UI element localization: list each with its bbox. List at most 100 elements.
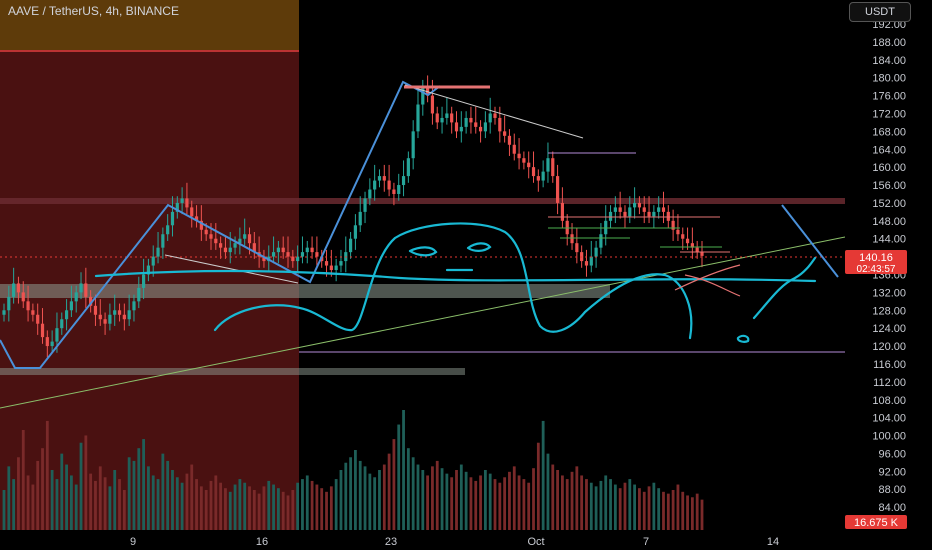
volume-bar [60, 453, 64, 530]
y-tick-label: 180.00 [872, 73, 906, 85]
volume-bar [479, 475, 482, 530]
y-tick-label: 120.00 [872, 341, 906, 353]
y-tick-label: 104.00 [872, 413, 906, 425]
candle-body [527, 162, 531, 168]
candle-body [300, 252, 305, 257]
candle-body [421, 86, 425, 105]
candle-body [681, 234, 685, 239]
volume-bar [127, 457, 131, 530]
volume-bar [310, 480, 314, 530]
volume-bar [21, 430, 25, 530]
candle-body [546, 158, 550, 172]
volume-bar [541, 420, 545, 530]
volume-bar [233, 484, 237, 530]
y-tick-label: 184.00 [872, 55, 906, 67]
candle-body [185, 198, 189, 208]
volume-bar [387, 453, 391, 530]
candle-body [642, 207, 646, 212]
candle-body [397, 185, 401, 194]
volume-bar [575, 466, 579, 530]
y-tick-label: 100.00 [872, 431, 906, 443]
volume-bar [74, 484, 78, 530]
candle-body [522, 158, 526, 163]
volume-bar [238, 479, 242, 530]
symbol-title: AAVE / TetherUS, 4h, BINANCE [8, 4, 179, 18]
candle-body [358, 211, 362, 226]
candle-body [348, 238, 353, 253]
volume-bar [26, 475, 30, 530]
y-tick-label: 112.00 [873, 377, 906, 389]
candle-body [618, 207, 622, 212]
volume-bar [224, 488, 227, 530]
y-tick-label: 172.00 [872, 108, 906, 120]
volume-bar [94, 480, 97, 530]
white-trendline-2 [404, 84, 584, 139]
candle-body [296, 256, 300, 262]
y-tick-label: 116.00 [873, 359, 906, 371]
red-projection-lines [674, 264, 741, 297]
volume-bar [89, 473, 93, 530]
candle-body [142, 274, 146, 288]
volume-bar [36, 460, 40, 530]
volume-bar [122, 490, 126, 530]
blue-zigzag-drawing [0, 80, 441, 369]
y-tick-label: 128.00 [872, 305, 906, 317]
volume-bar [276, 488, 280, 530]
candle-body [368, 189, 372, 199]
candle-body [21, 292, 25, 302]
red-zone-top [0, 50, 299, 52]
volume-value: 16.675 K [854, 517, 899, 529]
candle-body [7, 296, 11, 311]
candle-body [74, 292, 78, 302]
x-tick-label: 23 [385, 536, 397, 548]
volume-bar [118, 479, 121, 530]
y-tick-label: 144.00 [872, 234, 906, 246]
orange-zone [0, 0, 299, 50]
volume-bar [464, 471, 468, 530]
volume-bar [214, 475, 218, 530]
volume-badge [845, 515, 907, 529]
currency-selector-button[interactable]: USDT [849, 2, 911, 22]
volume-bar [628, 479, 632, 530]
volume-bar [599, 480, 603, 530]
volume-bar [546, 453, 550, 530]
candle-body [570, 234, 574, 244]
x-tick-label: 16 [256, 536, 268, 548]
time-axis-panel [0, 530, 932, 550]
candle-body [459, 126, 463, 132]
candle-body [657, 207, 661, 212]
volume-bar [455, 470, 458, 530]
candle-body [281, 247, 285, 253]
volume-bar [647, 486, 651, 530]
volume-bar [209, 480, 213, 530]
candle-body [411, 131, 415, 159]
volume-bar [440, 468, 444, 530]
volume-bar [666, 493, 670, 530]
candle-body [252, 243, 256, 253]
candle-body [584, 261, 589, 266]
candle-body [243, 234, 247, 239]
y-tick-label: 192.00 [872, 19, 906, 31]
candle-body [406, 158, 410, 177]
volume-bar [700, 499, 704, 530]
y-tick-label: 156.00 [872, 180, 906, 192]
volume-bar [406, 448, 410, 530]
y-tick-label: 168.00 [872, 126, 906, 138]
candle-body [209, 234, 213, 239]
volume-bar [512, 466, 516, 530]
candle-body [93, 305, 98, 315]
volume-bar [493, 479, 497, 530]
volume-bar [50, 470, 54, 530]
candle-body [474, 122, 478, 127]
y-tick-label: 108.00 [872, 395, 906, 407]
volume-bar [618, 488, 622, 530]
candle-body [166, 225, 170, 235]
candle-body [512, 144, 516, 154]
volume-bar [334, 479, 338, 530]
volume-bar [633, 484, 637, 530]
volume-bar [483, 470, 487, 530]
candle-body [661, 207, 666, 212]
candle-body [113, 310, 117, 315]
volume-bar [508, 471, 511, 530]
